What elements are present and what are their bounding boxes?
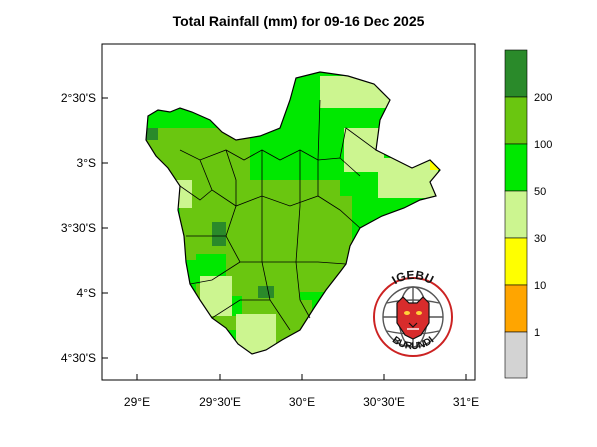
legend-colorbar <box>504 49 528 379</box>
y-axis-labels: 2°30'S 3°S 3°30'S 4°S 4°30'S <box>61 91 96 365</box>
rainfall-zone-very-heavy <box>258 286 274 298</box>
x-tick-label: 29°E <box>124 395 150 409</box>
legend-label: 1 <box>534 327 540 339</box>
y-tick-label: 3°S <box>77 156 96 170</box>
axis-ticks <box>102 97 467 380</box>
y-tick-label: 2°30'S <box>61 91 96 105</box>
legend-swatch <box>504 143 528 192</box>
legend-swatch <box>504 237 528 286</box>
legend-label: 100 <box>534 139 552 151</box>
legend-label: 50 <box>534 186 546 198</box>
legend-swatch <box>504 96 528 145</box>
legend-swatch <box>504 190 528 239</box>
logo-text-top: IGEBU <box>389 268 436 287</box>
x-tick-label: 30°E <box>289 395 315 409</box>
legend-label: 10 <box>534 280 546 292</box>
x-tick-label: 30°30'E <box>363 395 405 409</box>
x-axis-labels: 29°E 29°30'E 30°E 30°30'E 31°E <box>124 395 479 409</box>
legend-swatch <box>504 284 528 333</box>
y-tick-label: 3°30'S <box>61 221 96 235</box>
province-boundaries <box>179 99 377 331</box>
map-title: Total Rainfall (mm) for 09-16 Dec 2025 <box>172 13 425 29</box>
leopard-head-icon <box>396 296 430 340</box>
legend-label: 30 <box>534 233 546 245</box>
igebu-logo: IGEBU BURUNDI <box>373 268 453 357</box>
x-tick-label: 31°E <box>453 395 479 409</box>
legend-swatch <box>504 331 528 379</box>
y-tick-label: 4°30'S <box>61 351 96 365</box>
legend-label: 200 <box>534 92 552 104</box>
rainfall-zone-very-heavy <box>146 128 158 140</box>
rainfall-zone-very-heavy <box>212 222 226 246</box>
country-outline <box>145 71 441 355</box>
legend-labels: 200 100 50 30 10 1 <box>534 92 552 339</box>
x-tick-label: 29°30'E <box>199 395 241 409</box>
y-tick-label: 4°S <box>77 286 96 300</box>
logo-text-bottom: BURUNDI <box>390 335 436 353</box>
legend-swatch <box>504 49 528 98</box>
